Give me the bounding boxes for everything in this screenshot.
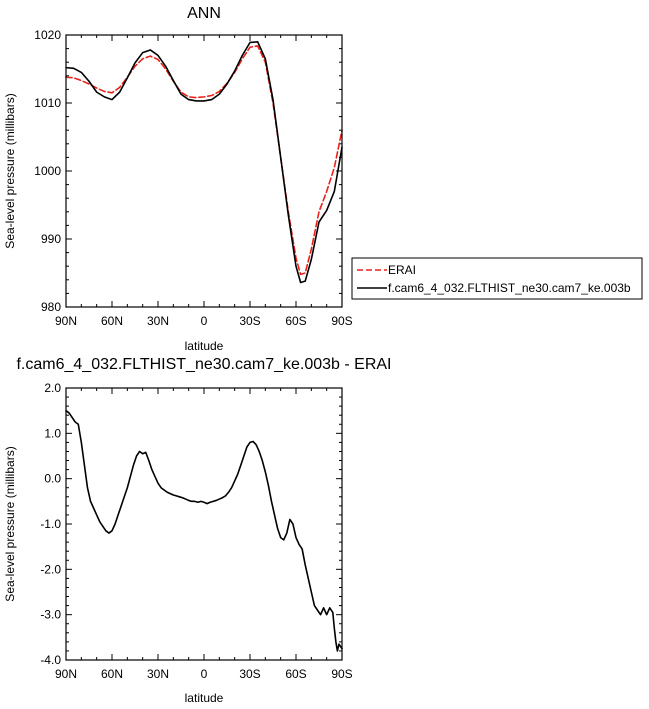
- x-tick-label: 60S: [285, 314, 306, 328]
- mean-slp-panel: ANN 90N 60N 30N 0 30S 60S 90S 980 990 1000 1010 102…: [3, 5, 353, 353]
- y-axis-label: Sea-level pressure (millibars): [3, 93, 17, 248]
- series-lines: [65, 40, 343, 284]
- y-tick-label: 1010: [34, 96, 61, 110]
- x-tick-label: 60S: [285, 667, 306, 681]
- y-tick-label: -3.0: [40, 608, 61, 622]
- y-tick-label: 980: [41, 300, 61, 314]
- y-tick-label: 1020: [34, 28, 61, 42]
- y-tick-label: -1.0: [40, 517, 61, 531]
- series-line-difference: [65, 409, 343, 652]
- axis-ticks: 90N 60N 30N 0 30S 60S 90S 980 990 1000 1010 1020: [34, 28, 352, 328]
- y-tick-label: -2.0: [40, 562, 61, 576]
- x-tick-label: 90N: [55, 314, 77, 328]
- y-tick-label: 1.0: [44, 426, 61, 440]
- legend-box: [351, 257, 643, 300]
- y-tick-label: 2.0: [44, 381, 61, 395]
- x-tick-label: 0: [201, 667, 208, 681]
- x-tick-label: 30N: [147, 314, 169, 328]
- legend: ERAI f.cam6_4_032.FLTHIST_ne30.cam7_ke.0…: [351, 257, 643, 300]
- x-tick-label: 90S: [331, 314, 352, 328]
- series-line-erai: [65, 45, 343, 276]
- y-tick-label: 1000: [34, 164, 61, 178]
- x-tick-label: 60N: [101, 314, 123, 328]
- series-lines: [65, 409, 343, 652]
- chart-title: ANN: [187, 5, 221, 22]
- x-axis-label: latitude: [185, 339, 224, 353]
- x-tick-label: 0: [201, 314, 208, 328]
- x-tick-label: 60N: [101, 667, 123, 681]
- legend-label-erai: ERAI: [388, 263, 416, 277]
- difference-panel: f.cam6_4_032.FLTHIST_ne30.cam7_ke.003b -…: [3, 356, 392, 705]
- x-tick-label: 30S: [239, 314, 260, 328]
- y-tick-label: 990: [41, 232, 61, 246]
- plot-frame: [65, 387, 343, 661]
- x-tick-label: 30N: [147, 667, 169, 681]
- x-tick-label: 30S: [239, 667, 260, 681]
- x-tick-label: 90S: [331, 667, 352, 681]
- x-tick-label: 90N: [55, 667, 77, 681]
- chart-title: f.cam6_4_032.FLTHIST_ne30.cam7_ke.003b -…: [16, 356, 391, 373]
- x-axis-label: latitude: [185, 691, 224, 705]
- y-tick-label: 0.0: [44, 472, 61, 486]
- axis-ticks: 90N 60N 30N 0 30S 60S 90S -4.0 -3.0 -2.0 -1.0 0.0 1.…: [40, 381, 352, 681]
- y-tick-label: -4.0: [40, 653, 61, 667]
- y-axis-label: Sea-level pressure (millibars): [3, 446, 17, 601]
- series-line-model: [65, 40, 343, 284]
- legend-label-model: f.cam6_4_032.FLTHIST_ne30.cam7_ke.003b: [388, 281, 631, 295]
- plot-frame: [65, 34, 343, 308]
